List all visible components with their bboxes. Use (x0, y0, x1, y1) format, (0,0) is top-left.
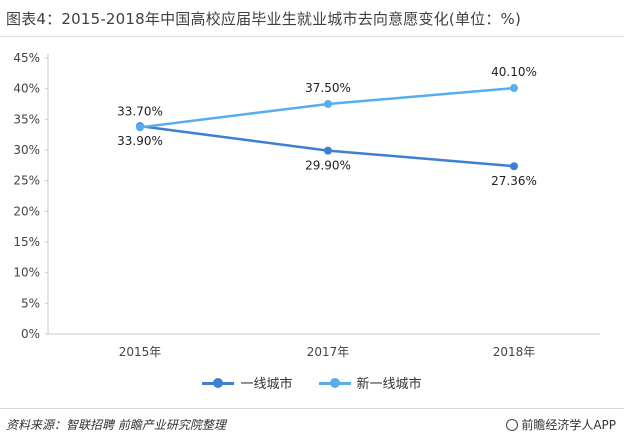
line-chart: 0%5%10%15%20%25%30%35%40%45% 2015年 2017年 2… (13, 51, 600, 359)
chart-title: 图表4：2015-2018年中国高校应届毕业生就业城市去向意愿变化(单位：%) (6, 10, 522, 28)
y-tick-label: 25% (13, 174, 40, 188)
y-axis: 0% 5% 10% 15% 20% 25% 30% 35% 40% 45% (13, 51, 49, 341)
source-note: 资料来源：智联招聘 前瞻产业研究院整理 (6, 418, 226, 432)
legend-label-new-tier1: 新一线城市 (356, 377, 422, 392)
x-tick-label: 2018年 (493, 345, 536, 359)
legend-marker-new-tier1 (318, 376, 351, 390)
data-point (324, 100, 332, 108)
title-divider (0, 36, 624, 37)
data-label: 37.50% (305, 81, 351, 95)
brand-credit: 前瞻经济学人APP (506, 416, 616, 433)
x-tick-label: 2017年 (307, 345, 350, 359)
y-tick-label: 10% (13, 266, 40, 280)
series-layer: 33.90% 29.90% 27.36% 33.70% 37.50% 40.10% (117, 65, 537, 188)
brand-name: 前瞻经济学人APP (521, 418, 616, 432)
y-tick-label: 20% (13, 204, 40, 218)
data-label: 33.70% (117, 104, 163, 118)
legend-marker-tier1 (202, 376, 235, 390)
data-point (510, 84, 518, 93)
data-label: 40.10% (491, 65, 537, 79)
y-tick-label: 35% (13, 112, 40, 126)
data-point (324, 146, 332, 155)
brand-logo-icon (506, 418, 519, 431)
legend-item-tier1: 一线城市 (202, 373, 293, 392)
y-tick-label: 40% (13, 82, 40, 96)
footer-divider (0, 408, 624, 409)
y-tick-label: 30% (13, 143, 40, 157)
data-label: 27.36% (491, 174, 537, 188)
y-tick-label: 0% (21, 327, 40, 341)
y-tick-label: 45% (13, 51, 40, 65)
data-label: 29.90% (305, 159, 351, 173)
y-tick-label: 15% (13, 235, 40, 249)
data-label: 33.90% (117, 134, 163, 148)
y-tick-label: 5% (21, 296, 40, 310)
chart-legend: 一线城市 新一线城市 (0, 373, 624, 392)
x-axis: 2015年 2017年 2018年 (48, 333, 600, 359)
legend-label-tier1: 一线城市 (240, 377, 293, 392)
legend-item-new-tier1: 新一线城市 (318, 373, 422, 392)
data-point (136, 123, 144, 132)
data-point (510, 162, 518, 171)
x-tick-label: 2015年 (119, 345, 162, 359)
